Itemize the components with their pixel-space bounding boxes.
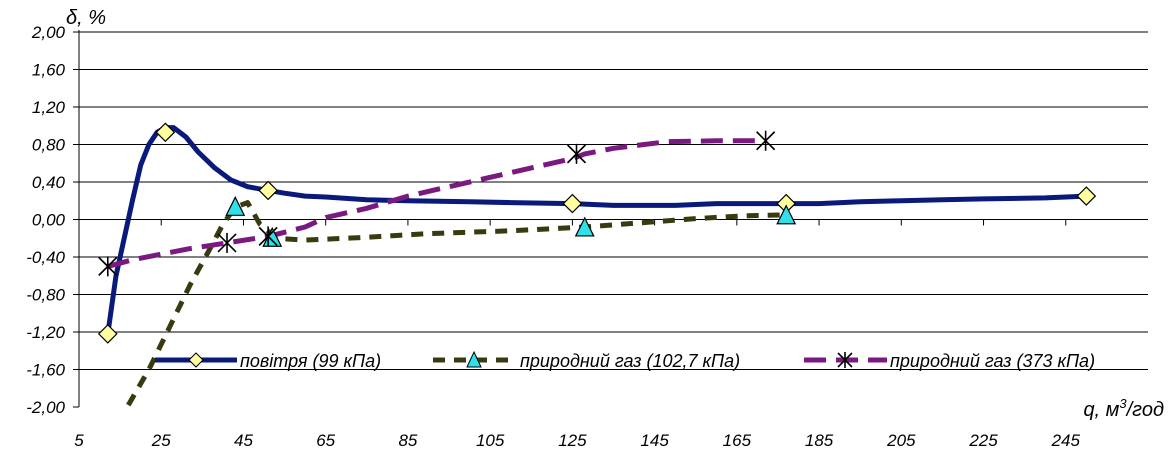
x-tick-label-3: 65 <box>316 431 335 450</box>
y-tick-label-2: 1,20 <box>32 98 66 117</box>
y-tick-label-3: 0,80 <box>32 136 66 155</box>
x-tick-label-11: 225 <box>968 431 998 450</box>
series-1-point-3 <box>776 204 797 225</box>
legend-marker-2 <box>837 352 853 368</box>
series-line-2 <box>107 138 766 269</box>
y-tick-label-5: 0,00 <box>32 211 66 230</box>
series-2-point-4 <box>756 130 776 151</box>
y-tick-label-1: 1,60 <box>32 61 66 80</box>
series-0-point-1 <box>155 122 176 143</box>
x-tick-label-1: 25 <box>151 431 171 450</box>
series-0-point-0 <box>97 324 118 344</box>
y-axis-title: δ, % <box>66 7 106 29</box>
x-tick-labels: 5 25 45 65 85 105 125 145 165 185 205 225 245 <box>74 431 1080 450</box>
legend-item-2: природний газ (373 кПа) <box>804 351 1095 371</box>
legend-label-1: природний газ (102,7 кПа) <box>520 351 740 371</box>
x-tick-label-5: 105 <box>476 431 505 450</box>
x-tick-label-9: 185 <box>805 431 834 450</box>
y-tick-label-8: -1,20 <box>26 323 65 342</box>
legend: повітря (99 кПа) природний газ (102,7 кП… <box>155 350 1095 371</box>
x-axis-title: q, м3/год <box>1083 396 1164 421</box>
series-0-point-3 <box>562 193 583 214</box>
y-tick-label-0: 2,00 <box>31 23 66 42</box>
series-0-point-2 <box>258 180 278 201</box>
series-2-point-3 <box>566 143 587 164</box>
series-2-point-1 <box>217 232 237 253</box>
y-tick-labels: 2,00 1,60 1,20 0,80 0,40 0,00 -0,40 -0,80 -1,20 -… <box>26 23 65 417</box>
x-tick-label-8: 165 <box>723 431 752 450</box>
y-tick-label-9: -1,60 <box>26 361 65 380</box>
legend-marker-0 <box>188 352 204 368</box>
y-tick-label-4: 0,40 <box>32 173 66 192</box>
y-tick-label-7: -0,80 <box>26 286 65 305</box>
x-tick-label-7: 145 <box>640 431 669 450</box>
legend-item-0: повітря (99 кПа) <box>155 351 381 371</box>
y-tick-label-6: -0,40 <box>26 248 65 267</box>
x-tick-label-2: 45 <box>234 431 253 450</box>
x-axis-title-main: q, м <box>1083 399 1119 421</box>
x-tick-label-6: 125 <box>558 431 587 450</box>
x-tick-label-12: 245 <box>1051 431 1081 450</box>
grid-lines <box>79 31 1148 370</box>
y-tick-label-10: -2,00 <box>26 398 65 417</box>
series-0-point-5 <box>1076 186 1097 206</box>
series-1-point-2 <box>574 216 595 237</box>
x-axis-title-sup: 3 <box>1119 396 1127 411</box>
series-markers <box>97 122 1097 344</box>
x-tick-label-0: 5 <box>74 431 84 450</box>
legend-label-0: повітря (99 кПа) <box>240 351 381 371</box>
series-2-point-2 <box>258 226 278 247</box>
series-2-point-0 <box>98 256 118 277</box>
legend-marker-1 <box>466 350 482 368</box>
legend-item-1: природний газ (102,7 кПа) <box>433 350 740 371</box>
legend-label-2: природний газ (373 кПа) <box>890 351 1095 371</box>
series-line-0 <box>105 125 1087 335</box>
x-axis-title-tail: /год <box>1125 399 1164 421</box>
x-tick-label-4: 85 <box>398 431 417 450</box>
x-tick-label-10: 205 <box>886 431 916 450</box>
series-1-point-0 <box>225 195 246 216</box>
